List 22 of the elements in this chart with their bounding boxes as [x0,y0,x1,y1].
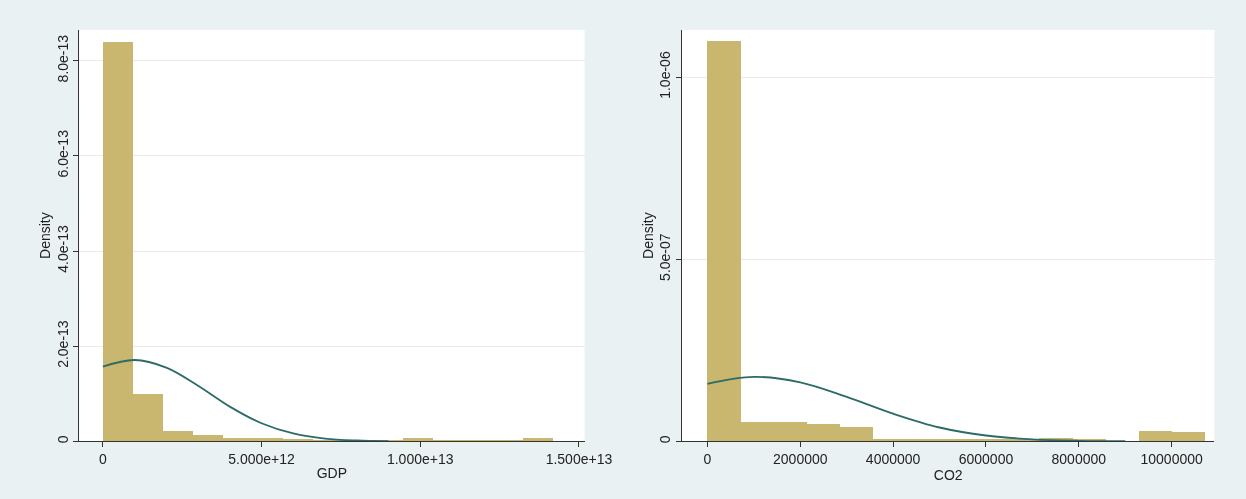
x-axis-title: GDP [316,465,348,482]
x-tick-label: 10000000 [1140,451,1203,468]
x-tick-label: 8000000 [1051,451,1107,468]
x-tick-label: 2000000 [773,451,828,468]
y-tick-label: 0 [54,435,71,444]
y-axis-title: Density [37,212,54,259]
y-axis-title: Density [640,212,657,259]
x-tick-label: 0 [703,451,712,468]
y-tick-label: 1.0e-06 [657,51,674,99]
x-axis-title: CO2 [933,467,963,484]
x-tick-label: 1.000e+13 [386,451,454,468]
y-tick-label: 0 [657,435,674,444]
x-tick-label: 0 [98,451,107,468]
x-tick-label: 6000000 [958,451,1014,468]
y-tick-label: 8.0e-13 [54,34,71,83]
y-tick-label: 5.0e-07 [657,233,674,281]
x-tick-label: 5.000e+12 [228,451,296,468]
x-tick-label: 4000000 [865,451,921,468]
y-tick-label: 2.0e-13 [54,320,71,368]
y-tick-label: 6.0e-13 [54,129,71,178]
x-tick-label: 1.500e+13 [545,451,613,468]
y-tick-label: 4.0e-13 [54,224,71,273]
